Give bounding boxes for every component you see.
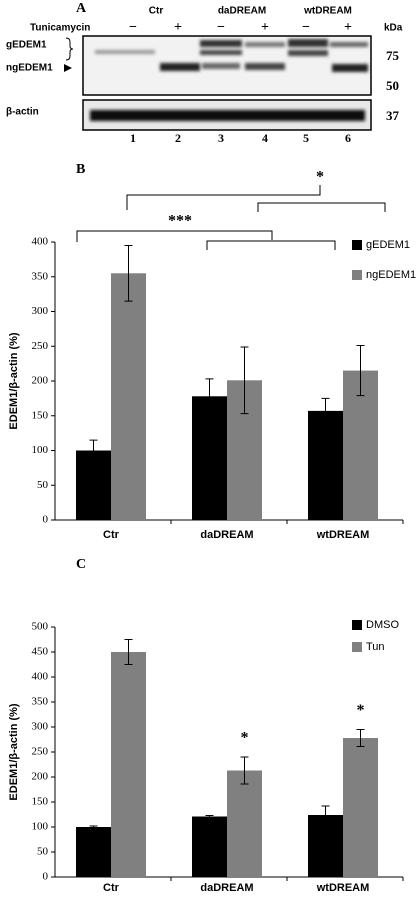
unit-label: kDa (384, 23, 403, 34)
legend-swatch (352, 620, 362, 630)
marker-label: 50 (386, 78, 399, 93)
bands (95, 39, 368, 72)
error-bar (205, 378, 214, 415)
lane-number: 1 (130, 131, 136, 145)
group-label: Ctr (149, 6, 164, 17)
y-tick-label: 250 (32, 746, 49, 758)
lane-number: 5 (303, 131, 309, 145)
treatment-label: Tunicamycin (30, 23, 90, 34)
y-tick-label: 350 (32, 696, 49, 708)
error-bar (124, 244, 133, 302)
band-label: ngEDEM1 (6, 63, 53, 74)
bar (111, 273, 146, 520)
lane-sign: + (174, 20, 182, 35)
error-bar (89, 439, 98, 462)
y-tick-label: 400 (32, 236, 49, 248)
error-bar (356, 729, 365, 747)
y-tick-label: 500 (32, 621, 49, 633)
y-tick-label: 150 (32, 796, 49, 808)
bar (76, 450, 111, 520)
bar (343, 738, 378, 877)
error-bar (321, 397, 330, 424)
significance: *** (168, 213, 192, 230)
y-tick-label: 300 (32, 721, 49, 733)
bar (308, 815, 343, 877)
bar (111, 652, 146, 877)
y-tick-label: 50 (37, 479, 49, 491)
x-tick-label: Ctr (103, 882, 120, 894)
x-tick-label: daDREAM (200, 529, 253, 541)
y-tick-label: 150 (32, 409, 49, 421)
y-tick-label: 50 (37, 846, 49, 858)
x-tick-label: wtDREAM (316, 882, 370, 894)
lane-sign: + (344, 20, 352, 35)
panel-label: B (76, 162, 85, 177)
bar (308, 410, 343, 520)
marker-label: 75 (386, 48, 400, 63)
error-bar (321, 805, 330, 825)
panel-label: C (76, 557, 86, 572)
y-tick-label: 0 (43, 514, 49, 526)
legend-swatch (352, 642, 362, 652)
y-tick-label: 200 (32, 771, 49, 783)
panel-label: A (76, 1, 87, 16)
legend-label: ngEDEM1 (366, 269, 416, 281)
brackets-b (76, 185, 386, 250)
error-bar (205, 815, 214, 818)
legend-label: Tun (366, 641, 385, 653)
y-tick-label: 100 (32, 444, 49, 456)
significance: * (316, 169, 324, 186)
lane-number: 6 (345, 131, 351, 145)
bar (192, 816, 227, 877)
lane-number: 4 (262, 131, 268, 145)
band-label: gEDEM1 (6, 40, 47, 51)
lane-sign: − (129, 20, 137, 35)
band-label: β-actin (6, 107, 39, 118)
x-tick-label: wtDREAM (316, 529, 370, 541)
lane-number: 2 (175, 131, 181, 145)
error-bar (240, 756, 249, 785)
actin-band (90, 110, 365, 121)
x-tick-label: Ctr (103, 529, 120, 541)
group-label: daDREAM (218, 6, 266, 17)
panel-a: A Tunicamycin Ctr daDREAM wtDREAM kDa 75… (6, 1, 403, 131)
bar (192, 396, 227, 520)
significance: * (241, 730, 249, 747)
error-bar (356, 345, 365, 397)
x-tick-label: daDREAM (200, 882, 253, 894)
legend-label: DMSO (366, 619, 399, 631)
legend-swatch (352, 270, 362, 280)
y-tick-label: 100 (32, 821, 49, 833)
error-bar (124, 639, 133, 665)
legend-swatch (352, 240, 362, 250)
arrowhead (64, 64, 72, 72)
group-label: wtDREAM (303, 6, 352, 17)
lane-sign: − (217, 20, 225, 35)
legend-label: gEDEM1 (366, 239, 410, 251)
y-tick-label: 350 (32, 270, 49, 282)
y-tick-label: 200 (32, 375, 49, 387)
error-bar (240, 346, 249, 415)
y-tick-label: 400 (32, 671, 49, 683)
lane-number: 3 (218, 131, 224, 145)
error-bar (89, 825, 98, 829)
bar (227, 770, 262, 877)
y-tick-label: 300 (32, 305, 49, 317)
y-tick-label: 0 (43, 871, 49, 883)
y-axis-label: EDEM1/β-actin (%) (8, 332, 20, 430)
y-axis-label: EDEM1/β-actin (%) (8, 703, 20, 801)
lane-sign: + (261, 20, 269, 35)
bracket (65, 37, 74, 61)
y-tick-label: 250 (32, 340, 49, 352)
bar (76, 827, 111, 877)
lane-sign: − (302, 20, 310, 35)
marker-label: 37 (386, 108, 400, 123)
y-tick-label: 450 (32, 646, 49, 658)
significance: * (357, 702, 365, 719)
